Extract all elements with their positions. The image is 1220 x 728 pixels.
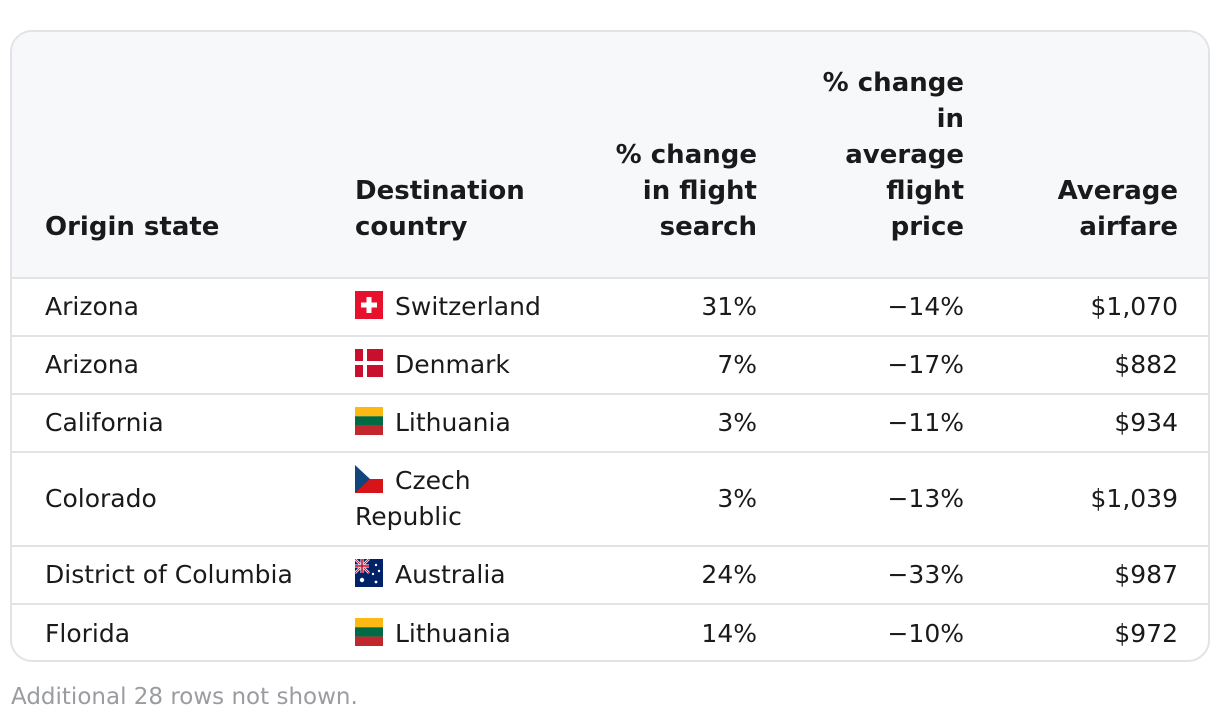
header-price-change: % change in average flight price	[822, 68, 964, 242]
header-origin-state: Origin state	[45, 212, 220, 242]
header-row: Origin state Destination country % chang…	[12, 32, 1208, 278]
table-row: California Lithuania 3% −11% $934	[12, 394, 1208, 452]
origin-cell: Arizona	[45, 292, 139, 321]
price-change-cell: −13%	[887, 484, 964, 513]
origin-cell: Arizona	[45, 350, 139, 379]
destination-label: Czech Republic	[355, 466, 471, 531]
destination-label: Switzerland	[395, 292, 541, 321]
price-change-cell: −17%	[887, 350, 964, 379]
destination-cell: Australia	[355, 546, 571, 604]
destination-cell: Czech Republic	[355, 452, 571, 546]
destination-cell: Denmark	[355, 336, 571, 394]
data-table-card: Origin state Destination country % chang…	[10, 30, 1210, 662]
denmark-flag-icon	[355, 349, 383, 377]
destination-label: Lithuania	[395, 618, 511, 648]
search-change-cell: 14%	[701, 618, 757, 648]
airfare-cell: $972	[1114, 618, 1178, 648]
airfare-cell: $934	[1114, 408, 1178, 437]
search-change-cell: 31%	[701, 292, 757, 321]
destination-cell: Lithuania	[355, 394, 571, 452]
destination-label: Denmark	[395, 350, 510, 379]
price-change-cell: −10%	[887, 618, 964, 648]
switzerland-flag-icon	[355, 291, 383, 319]
airfare-cell: $1,039	[1090, 484, 1178, 513]
table-row: Colorado Czech Republic 3% −13% $1,039	[12, 452, 1208, 546]
destination-label: Lithuania	[395, 408, 511, 437]
origin-cell: Colorado	[45, 484, 157, 513]
price-change-cell: −33%	[887, 560, 964, 589]
search-change-cell: 24%	[701, 560, 757, 589]
origin-cell: District of Columbia	[45, 560, 293, 589]
price-change-cell: −11%	[887, 408, 964, 437]
lithuania-flag-icon	[355, 407, 383, 435]
header-destination-country: Destination country	[355, 176, 525, 242]
destination-cell: Lithuania	[355, 604, 571, 660]
airfare-cell: $987	[1114, 560, 1178, 589]
lithuania-flag-icon	[355, 617, 383, 646]
search-change-cell: 3%	[717, 484, 757, 513]
origin-cell: Florida	[45, 618, 131, 648]
header-average-airfare: Average airfare	[1057, 176, 1178, 242]
czech-republic-flag-icon	[355, 465, 383, 493]
flights-table: Origin state Destination country % chang…	[12, 32, 1208, 660]
airfare-cell: $1,070	[1090, 292, 1178, 321]
table-row: Arizona Switzerland 31% −14% $1,070	[12, 278, 1208, 336]
australia-flag-icon	[355, 559, 383, 587]
airfare-cell: $882	[1114, 350, 1178, 379]
table-body: Arizona Switzerland 31% −14% $1,070 Ariz…	[12, 278, 1208, 660]
search-change-cell: 3%	[717, 408, 757, 437]
price-change-cell: −14%	[887, 292, 964, 321]
destination-label: Australia	[395, 560, 506, 589]
header-search-change: % change in flight search	[615, 140, 757, 242]
table-row: Arizona Denmark 7% −17% $882	[12, 336, 1208, 394]
table-header: Origin state Destination country % chang…	[12, 32, 1208, 278]
table-row: District of Columbia	[12, 546, 1208, 604]
footnote-rows-not-shown: Additional 28 rows not shown.	[11, 684, 358, 710]
search-change-cell: 7%	[717, 350, 757, 379]
destination-cell: Switzerland	[355, 278, 571, 336]
origin-cell: California	[45, 408, 164, 437]
table-row: Florida Lithuania 14% −10% $972	[12, 604, 1208, 660]
